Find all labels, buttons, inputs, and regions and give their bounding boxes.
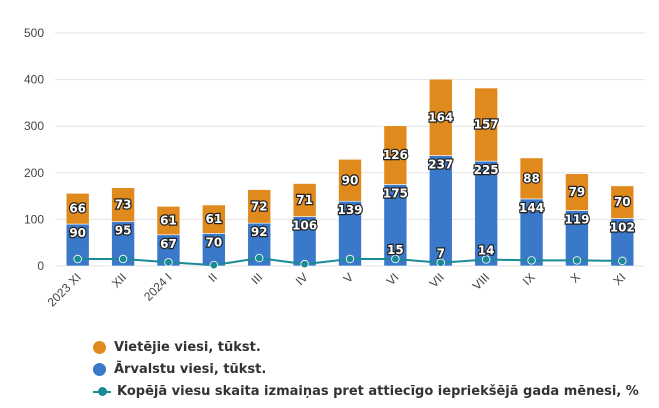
data-label-foreign: 119 (564, 213, 589, 227)
x-tick-label: IV (293, 270, 311, 288)
bar-domestic (156, 206, 181, 236)
legend: Vietējie viesi, tūkst. Ārvalstu viesi, t… (93, 336, 639, 402)
data-label-domestic: 88 (523, 171, 540, 185)
x-tick-label: II (205, 270, 220, 285)
data-label-foreign: 225 (474, 163, 499, 177)
legend-foreign-dot-icon (93, 362, 106, 376)
bar-domestic (428, 78, 453, 156)
x-tick-label: IX (520, 270, 538, 288)
x-tick-label: 2024 I (141, 270, 174, 303)
data-label-domestic: 157 (474, 118, 499, 132)
bar-domestic (519, 157, 544, 200)
x-tick-label: VII (427, 270, 447, 290)
data-label-change: 7 (437, 247, 445, 261)
change-point (481, 255, 491, 264)
change-point (255, 253, 264, 263)
data-label-domestic: 66 (69, 202, 86, 216)
change-point (118, 254, 128, 264)
y-tick-label: 400 (24, 73, 44, 87)
y-tick-label: 500 (24, 26, 44, 40)
bar-domestic (65, 193, 90, 225)
bar-domestic (202, 204, 226, 234)
data-label-domestic: 61 (205, 212, 222, 226)
data-label-domestic: 71 (296, 193, 313, 207)
data-label-foreign: 95 (115, 224, 132, 238)
change-point (345, 254, 355, 264)
bar-domestic (111, 187, 135, 223)
data-label-domestic: 73 (115, 198, 132, 212)
x-tick-label: VIII (470, 270, 493, 293)
data-label-domestic: 70 (614, 195, 631, 209)
legend-domestic-label: Vietējie viesi, tūkst. (114, 339, 261, 355)
x-tick-label: VI (384, 270, 402, 288)
bar-domestic (338, 158, 362, 202)
bar-domestic (247, 189, 272, 224)
x-tick-label: V (341, 270, 357, 286)
change-point (300, 259, 309, 269)
x-tick-label: III (248, 270, 265, 287)
change-point (164, 258, 173, 267)
bar-domestic (383, 125, 408, 185)
data-label-domestic: 126 (383, 148, 408, 162)
bar-domestic (292, 183, 317, 217)
x-tick-label: 2023 XI (45, 270, 84, 309)
data-label-change: 15 (387, 243, 404, 257)
legend-item-foreign: Ārvalstu viesi, tūkst. (93, 358, 639, 380)
data-label-foreign: 92 (251, 225, 268, 239)
data-label-foreign: 139 (337, 203, 362, 217)
data-label-domestic: 79 (569, 185, 586, 199)
y-tick-label: 300 (24, 119, 44, 133)
data-label-foreign: 70 (205, 235, 222, 249)
data-label-foreign: 90 (69, 226, 86, 240)
change-point (572, 256, 582, 265)
data-label-foreign: 106 (292, 219, 317, 233)
change-point (618, 256, 627, 266)
legend-change-line-icon (93, 385, 111, 398)
data-label-change: 14 (478, 243, 495, 257)
data-label-foreign: 67 (160, 237, 177, 251)
bar-domestic (474, 87, 498, 162)
x-tick-label: XI (611, 270, 629, 288)
legend-item-domestic: Vietējie viesi, tūkst. (93, 336, 639, 358)
change-point (73, 254, 82, 264)
change-point (436, 258, 445, 267)
data-label-domestic: 72 (251, 199, 268, 213)
data-label-domestic: 90 (342, 173, 359, 187)
bar-domestic (565, 173, 589, 211)
data-label-domestic: 61 (160, 214, 177, 228)
x-tick-label: XII (109, 270, 129, 290)
legend-foreign-label: Ārvalstu viesi, tūkst. (114, 361, 267, 377)
data-label-foreign: 102 (610, 220, 635, 234)
legend-item-change: Kopējā viesu skaita izmaiņas pret attiec… (93, 380, 639, 402)
bar-domestic (610, 185, 635, 219)
y-tick-label: 100 (24, 212, 44, 226)
legend-change-label: Kopējā viesu skaita izmaiņas pret attiec… (117, 383, 639, 399)
data-label-foreign: 144 (519, 201, 544, 215)
y-tick-label: 0 (37, 259, 44, 273)
data-label-domestic: 164 (428, 110, 453, 124)
change-point (391, 254, 400, 264)
legend-domestic-dot-icon (93, 340, 106, 354)
data-label-foreign: 175 (383, 186, 408, 200)
change-point (209, 260, 219, 270)
y-tick-label: 200 (24, 166, 44, 180)
data-label-foreign: 237 (428, 158, 453, 172)
x-tick-label: X (567, 270, 583, 286)
change-point (527, 256, 536, 265)
